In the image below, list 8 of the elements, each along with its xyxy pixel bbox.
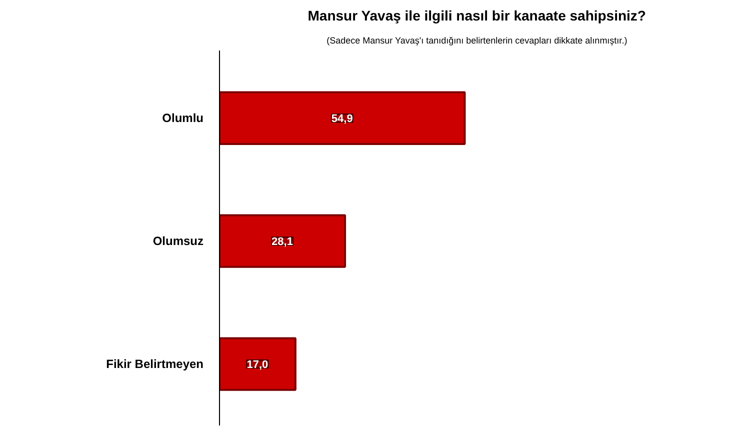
y-tick-label: Fikir Belirtmeyen <box>106 357 204 372</box>
chart-title: Mansur Yavaş ile ilgili nasıl bir kanaate sahipsiniz? <box>308 8 646 24</box>
data-label: 28,1 <box>272 236 293 248</box>
y-tick-label: Olumlu <box>162 111 204 126</box>
y-tick-label: Olumsuz <box>152 234 204 248</box>
data-label: 17,0 <box>246 359 268 372</box>
data-label: 54,9 <box>331 113 353 126</box>
chart-subtitle: (Sadece Mansur Yavaş'ı tanıdığını belirtenlerin cevapları dikkate alınmıştır.) <box>326 36 628 46</box>
